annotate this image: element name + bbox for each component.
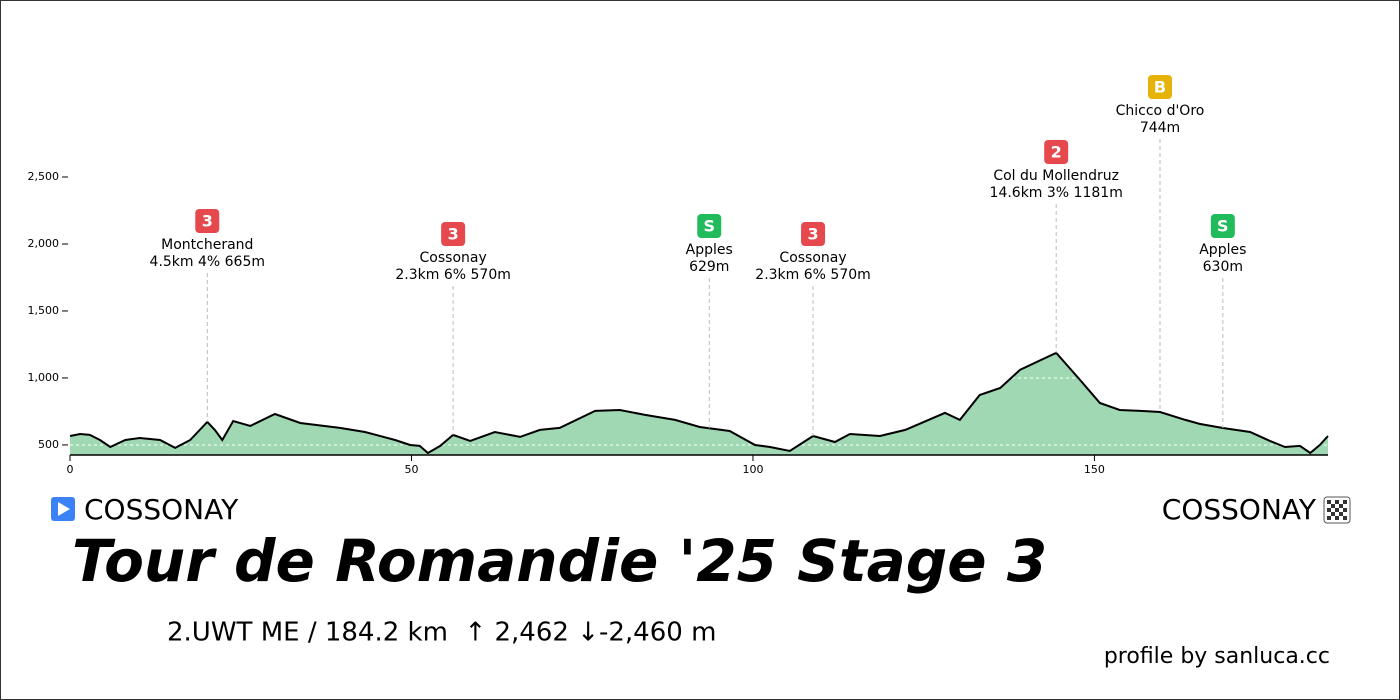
climb-badge-label: S bbox=[703, 217, 715, 236]
x-tick-label: 150 bbox=[1084, 463, 1105, 476]
climb-badge-label: B bbox=[1154, 78, 1166, 97]
climb-details: 4.5km 4% 665m bbox=[150, 254, 265, 270]
climb-badge bbox=[195, 209, 220, 233]
climb-details: 14.6km 3% 1181m bbox=[990, 185, 1123, 201]
climb-badge bbox=[697, 214, 722, 238]
climb-badge bbox=[441, 222, 466, 246]
x-tick-label: 100 bbox=[742, 463, 763, 476]
climb-badge-label: 2 bbox=[1051, 143, 1062, 162]
credit: profile by sanluca.cc bbox=[1104, 644, 1330, 669]
climb-name: Apples bbox=[686, 242, 733, 258]
climb-name: Montcherand bbox=[161, 237, 253, 253]
climb-name: Chicco d'Oro bbox=[1116, 103, 1205, 119]
climb-name: Cossonay bbox=[779, 250, 846, 266]
title: Tour de Romandie '25 Stage 3 bbox=[72, 527, 1047, 595]
climb-badge bbox=[1147, 75, 1172, 99]
climb-details: 629m bbox=[689, 259, 729, 275]
start-label: COSSONAY bbox=[84, 493, 239, 526]
x-tick-label: 0 bbox=[67, 463, 74, 476]
climb-details: 2.3km 6% 570m bbox=[755, 267, 870, 283]
y-tick-label: 500 bbox=[38, 438, 59, 451]
climb-badge-label: S bbox=[1217, 217, 1229, 236]
climb-badge-label: 3 bbox=[448, 225, 459, 244]
climb-name: Apples bbox=[1199, 242, 1246, 258]
climb-badge-label: 3 bbox=[202, 212, 213, 231]
profile-line bbox=[69, 351, 1329, 455]
climb-badge bbox=[1044, 140, 1069, 164]
finish-label: COSSONAY bbox=[1162, 493, 1317, 526]
start-icon-arrow bbox=[58, 502, 70, 516]
climb-details: 630m bbox=[1203, 259, 1243, 275]
y-tick-label: 1,000 bbox=[28, 371, 60, 384]
y-tick-label: 2,500 bbox=[28, 170, 60, 183]
y-tick-label: 1,500 bbox=[28, 304, 60, 317]
climb-name: Cossonay bbox=[420, 250, 487, 266]
climb-badge bbox=[801, 222, 826, 246]
climb-badge bbox=[1210, 214, 1235, 238]
climb-name: Col du Mollendruz bbox=[993, 168, 1119, 184]
climb-details: 744m bbox=[1140, 120, 1180, 136]
climb-details: 2.3km 6% 570m bbox=[395, 267, 510, 283]
finish-flag bbox=[1323, 496, 1351, 524]
climb-badge-label: 3 bbox=[807, 225, 818, 244]
x-tick-label: 50 bbox=[404, 463, 418, 476]
y-tick-label: 2,000 bbox=[28, 237, 60, 250]
subtitle: 2.UWT ME / 184.2 km ↑ 2,462 ↓-2,460 m bbox=[167, 618, 716, 648]
